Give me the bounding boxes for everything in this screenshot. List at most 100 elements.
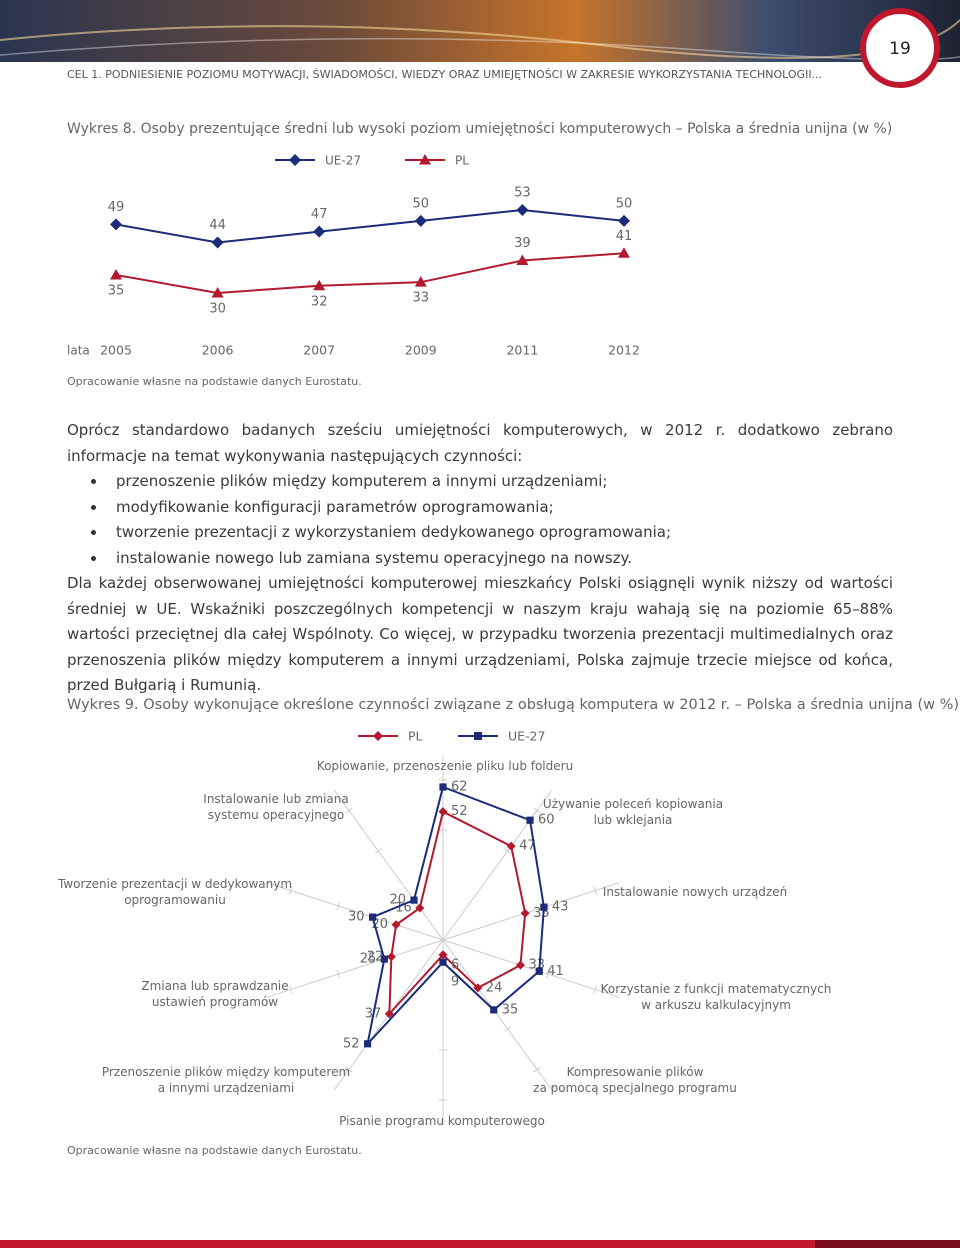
header-streak: [0, 35, 960, 61]
legend-label: UE-27: [325, 154, 361, 168]
data-marker: [506, 841, 516, 851]
data-marker: [386, 952, 396, 962]
bullet-list: przenoszenie plików między komputerem a …: [67, 469, 893, 571]
bullet-item: przenoszenie plików między komputerem a …: [67, 469, 893, 495]
data-marker: [439, 958, 447, 966]
series-line: [115, 208, 625, 244]
data-label: 50: [616, 196, 633, 211]
data-label: 52: [343, 1036, 360, 1051]
legend-label: PL: [408, 729, 423, 744]
chart-source: Opracowanie własne na podstawie danych E…: [67, 1144, 362, 1157]
data-marker: [473, 983, 483, 993]
x-axis-label: lata: [67, 344, 90, 358]
category-label: Kopiowanie, przenoszenie pliku lub folde…: [316, 759, 574, 773]
data-label: 24: [486, 980, 503, 995]
data-label: 43: [552, 900, 569, 915]
axis-tick: [545, 902, 550, 910]
axis-tick: [593, 886, 597, 895]
data-label: 49: [108, 200, 125, 215]
data-marker: [516, 204, 529, 216]
data-marker: [540, 903, 548, 911]
footer-bar: [0, 1240, 960, 1248]
data-marker: [313, 225, 326, 238]
data-label: 50: [413, 196, 430, 211]
radar-axis: [266, 882, 444, 941]
data-label: 47: [311, 207, 328, 222]
page-number-badge: [860, 8, 940, 88]
chart-title: Wykres 9. Osoby wykonujące określone czy…: [67, 697, 960, 713]
category-label: Tworzenie prezentacji w dedykowanym opro…: [57, 877, 293, 907]
data-marker: [526, 816, 534, 824]
radar-axis: [266, 939, 444, 998]
category-label: Korzystanie z funkcji matematycznych w a…: [600, 982, 832, 1012]
axis-tick: [336, 902, 341, 910]
x-tick-label: 2009: [405, 343, 437, 358]
data-label: 32: [311, 294, 328, 309]
radar-axis: [442, 939, 620, 998]
data-label: 52: [451, 804, 468, 819]
data-marker: [313, 279, 326, 291]
data-marker: [516, 254, 529, 266]
data-marker: [410, 896, 418, 904]
data-label: 62: [451, 780, 468, 795]
data-marker: [289, 154, 301, 166]
data-label: 60: [538, 813, 555, 828]
data-marker: [438, 950, 448, 960]
data-label: 39: [514, 236, 531, 251]
paragraph: Oprócz standardowo badanych sześciu umie…: [67, 421, 893, 465]
body-section: Oprócz standardowo badanych sześciu umie…: [67, 418, 893, 699]
data-label: 30: [209, 302, 226, 317]
radar-axis: [442, 939, 553, 1090]
data-label: 41: [547, 964, 564, 979]
legend-label: PL: [455, 154, 469, 168]
axis-tick: [289, 985, 293, 994]
data-marker: [618, 247, 630, 258]
data-marker: [110, 268, 122, 280]
data-label: 16: [395, 901, 412, 916]
data-marker: [368, 913, 377, 921]
data-marker: [419, 154, 431, 165]
category-label: Używanie poleceń kopiowania lub wklejani…: [542, 797, 724, 827]
running-title: CEL 1. PODNIESIENIE POZIOMU MOTYWACJI, Ś…: [67, 68, 823, 81]
data-marker: [415, 903, 425, 913]
data-marker: [211, 236, 224, 249]
data-marker: [380, 955, 388, 963]
axis-tick: [593, 985, 597, 994]
chart-title: Wykres 8. Osoby prezentujące średni lub …: [67, 121, 893, 137]
data-marker: [391, 920, 401, 930]
data-marker: [363, 1040, 372, 1048]
data-marker: [414, 276, 427, 287]
page-number: 19: [889, 39, 911, 59]
axis-tick: [289, 886, 293, 895]
bullet-item: instalowanie nowego lub zamiana systemu …: [67, 546, 893, 572]
data-marker: [618, 214, 630, 227]
data-marker: [414, 214, 427, 227]
data-label: 20: [389, 893, 406, 908]
header-image: [0, 0, 960, 62]
data-label: 35: [108, 283, 125, 298]
axis-tick: [374, 848, 382, 854]
data-label: 35: [502, 1002, 519, 1017]
axis-tick: [533, 807, 541, 814]
bullet-item: modyfikowanie konfiguracji parametrów op…: [67, 495, 893, 521]
data-label: 44: [209, 218, 226, 233]
data-marker: [439, 783, 447, 791]
x-tick-label: 2007: [303, 343, 335, 358]
category-label: Instalowanie lub zmiana systemu operacyj…: [203, 792, 349, 822]
axis-tick: [336, 970, 341, 978]
data-marker: [520, 908, 530, 918]
axis-tick: [345, 1066, 353, 1073]
radar-axis: [333, 790, 444, 941]
footer-bar-accent: [815, 1240, 960, 1248]
data-label: 53: [514, 186, 531, 201]
data-label: 30: [348, 910, 365, 925]
axis-tick: [345, 807, 353, 814]
series-line: [115, 252, 625, 295]
data-marker: [384, 1009, 394, 1019]
data-label: 22: [367, 949, 384, 964]
data-marker: [515, 960, 525, 970]
data-marker: [110, 218, 122, 231]
data-label: 25: [360, 952, 377, 967]
data-label: 41: [616, 229, 633, 244]
